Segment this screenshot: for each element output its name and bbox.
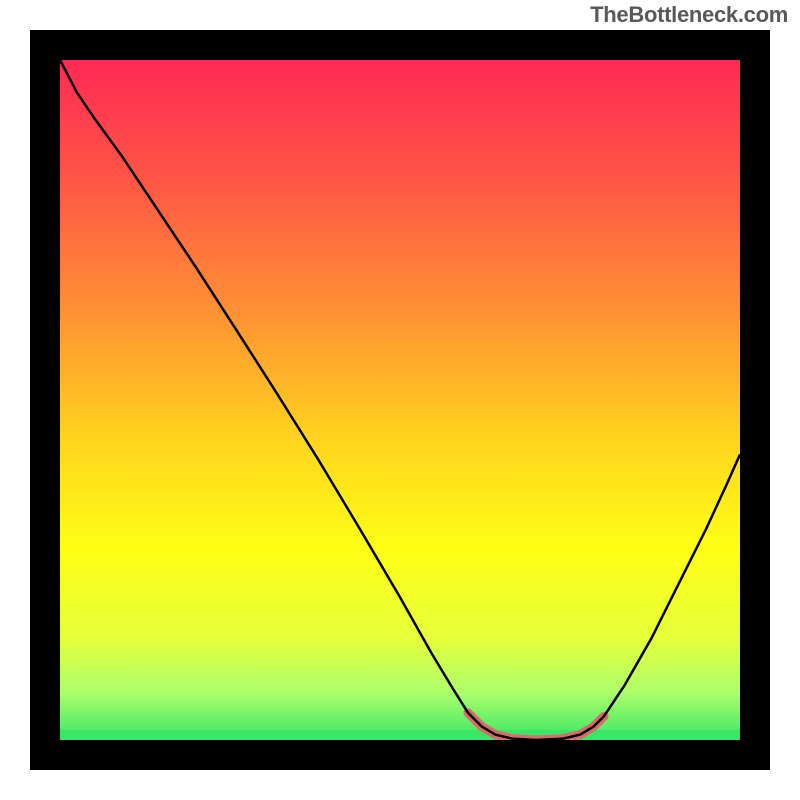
plot-area	[60, 60, 740, 740]
curve-layer	[60, 60, 740, 740]
plot-frame	[30, 30, 770, 770]
trough-highlight	[468, 713, 604, 740]
bottleneck-curve	[60, 60, 740, 740]
chart-container: TheBottleneck.com	[0, 0, 800, 800]
watermark-text: TheBottleneck.com	[590, 2, 788, 28]
